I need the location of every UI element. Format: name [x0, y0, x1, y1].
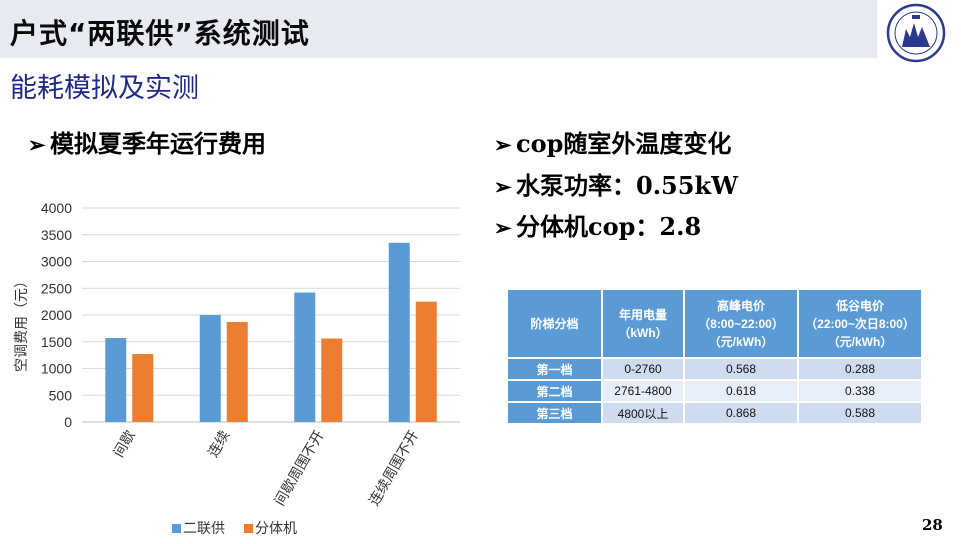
bullet-arrow-icon: ➢ — [494, 132, 512, 157]
bar — [105, 338, 127, 422]
table-row: 第三档 4800以上 0.868 0.588 — [506, 401, 923, 425]
price-table: 阶梯分档 年用电量 （kWh） 高峰电价 （8:00~22:00） （元/kWh） 低… — [506, 288, 923, 425]
x-tick-label: 间歇周围不开 — [272, 428, 328, 509]
peak-price-cell: 0.618 — [683, 379, 799, 403]
peak-price-cell: 0.568 — [683, 357, 799, 381]
annual-cost-chart: 0 500 1000 1500 2000 2500 3000 3500 4000 空调费用（元） 间… — [0, 190, 480, 544]
y-tick-label: 1000 — [41, 361, 72, 377]
y-tick-label: 500 — [49, 387, 73, 403]
peak-price-cell: 0.868 — [683, 401, 799, 425]
bullet-arrow-icon: ➢ — [28, 132, 46, 157]
slide-title: 户式“两联供”系统测试 — [10, 17, 310, 50]
y-tick-label: 4000 — [41, 200, 72, 216]
y-tick-label: 3000 — [41, 254, 72, 270]
legend-label: 二联供 — [183, 521, 225, 537]
tier-cell: 第一档 — [506, 357, 603, 381]
table-header-row: 阶梯分档 年用电量 （kWh） 高峰电价 （8:00~22:00） （元/kWh） 低… — [506, 288, 923, 359]
table-header-cell: 低谷电价 （22:00~次日8:00） （元/kWh） — [797, 288, 923, 359]
bullet-pump-power: ➢ 水泵功率：0.55kW — [494, 166, 738, 201]
bullet-text: 模拟夏季年运行费用 — [50, 129, 266, 158]
table-header-cell: 年用电量 （kWh） — [601, 288, 685, 359]
bar — [226, 321, 248, 422]
table-row: 第一档 0-2760 0.568 0.288 — [506, 357, 923, 381]
x-tick-label: 连续周围不开 — [365, 428, 422, 509]
bar — [321, 338, 343, 422]
y-tick-label: 3500 — [41, 227, 72, 243]
y-tick-label: 2500 — [41, 280, 72, 296]
chart-svg: 0 500 1000 1500 2000 2500 3000 3500 4000 空调费用（元） 间… — [14, 200, 460, 537]
bar — [132, 354, 154, 422]
legend-swatch — [244, 524, 253, 533]
y-axis-label: 空调费用（元） — [14, 274, 30, 372]
y-tick-label: 2000 — [41, 307, 72, 323]
bullet-cop: ➢ cop随室外温度变化 — [494, 124, 731, 159]
slide-subtitle: 能耗模拟及实测 — [10, 73, 199, 104]
title-bar — [0, 0, 877, 58]
valley-price-cell: 0.588 — [797, 401, 923, 425]
y-tick-label: 1500 — [41, 334, 72, 350]
tier-cell: 第二档 — [506, 379, 603, 403]
bullet-text: 水泵功率：0.55kW — [516, 171, 739, 200]
bar — [415, 301, 437, 422]
bar — [388, 242, 410, 422]
bullet-text: 分体机cop：2.8 — [516, 212, 702, 241]
university-logo — [886, 3, 946, 63]
bullet-split-cop: ➢ 分体机cop：2.8 — [494, 207, 701, 242]
x-tick-label: 间歇 — [111, 428, 139, 460]
tier-cell: 第三档 — [506, 401, 603, 425]
page-number: 28 — [922, 516, 943, 534]
x-tick-label: 连续 — [204, 428, 233, 461]
bar — [199, 315, 221, 422]
usage-cell: 4800以上 — [601, 401, 685, 425]
bullet-arrow-icon: ➢ — [494, 215, 512, 240]
usage-cell: 0-2760 — [601, 357, 685, 381]
legend-swatch — [172, 524, 181, 533]
usage-cell: 2761-4800 — [601, 379, 685, 403]
bar — [294, 292, 316, 422]
valley-price-cell: 0.288 — [797, 357, 923, 381]
table-header-cell: 阶梯分档 — [506, 288, 603, 359]
bullet-text: cop随室外温度变化 — [516, 129, 732, 158]
legend-label: 分体机 — [255, 521, 297, 537]
bullet-annual-cost: ➢ 模拟夏季年运行费用 — [28, 124, 266, 159]
table-row: 第二档 2761-4800 0.618 0.338 — [506, 379, 923, 403]
table-header-cell: 高峰电价 （8:00~22:00） （元/kWh） — [683, 288, 799, 359]
valley-price-cell: 0.338 — [797, 379, 923, 403]
bullet-arrow-icon: ➢ — [494, 174, 512, 199]
y-tick-label: 0 — [64, 414, 72, 430]
